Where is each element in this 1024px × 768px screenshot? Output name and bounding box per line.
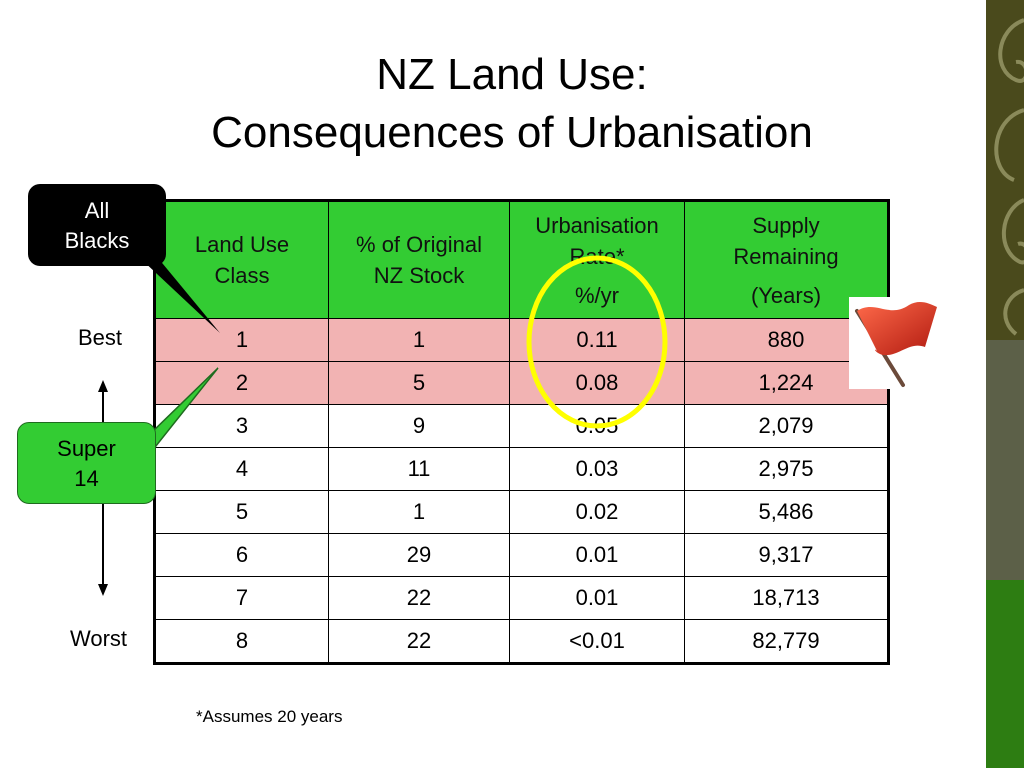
super14-callout: Super 14 <box>17 422 156 504</box>
cell-supply: 5,486 <box>684 490 889 534</box>
header-land-use-class: Land Use Class <box>154 200 329 319</box>
table-row: 4 11 0.03 2,975 <box>154 447 889 491</box>
cell-supply: 82,779 <box>684 619 889 664</box>
header-urbanisation-rate: Urbanisation Rate* %/yr <box>509 200 685 319</box>
table-header-row: Land Use Class % of Original NZ Stock Ur… <box>154 200 889 319</box>
strip-mid <box>986 340 1024 580</box>
strip-top <box>986 0 1024 340</box>
cell-stock: 9 <box>328 404 510 448</box>
header-label: % of Original NZ Stock <box>356 232 482 288</box>
footnote: *Assumes 20 years <box>196 707 343 726</box>
table-row: 1 1 0.11 880 <box>154 318 889 362</box>
cell-rate: 0.05 <box>509 404 685 448</box>
cell-class: 2 <box>154 361 329 405</box>
cell-rate: 0.02 <box>509 490 685 534</box>
koru-pattern-icon <box>994 18 1024 336</box>
table-row: 7 22 0.01 18,713 <box>154 576 889 620</box>
table-row: 3 9 0.05 2,079 <box>154 404 889 448</box>
cell-supply: 2,079 <box>684 404 889 448</box>
cell-class: 4 <box>154 447 329 491</box>
cell-rate: 0.11 <box>509 318 685 362</box>
header-supply-remaining: Supply Remaining (Years) <box>684 200 889 319</box>
table-row: 6 29 0.01 9,317 <box>154 533 889 577</box>
cell-stock: 11 <box>328 447 510 491</box>
header-original-stock: % of Original NZ Stock <box>328 200 510 319</box>
callout-line: Super <box>57 436 116 461</box>
cell-class: 6 <box>154 533 329 577</box>
cell-stock: 1 <box>328 490 510 534</box>
table-row: 5 1 0.02 5,486 <box>154 490 889 534</box>
cell-supply: 18,713 <box>684 576 889 620</box>
land-use-table: Land Use Class % of Original NZ Stock Ur… <box>153 199 890 665</box>
cell-class: 5 <box>154 490 329 534</box>
callout-line: Blacks <box>64 228 130 253</box>
cell-rate: 0.01 <box>509 533 685 577</box>
header-sub-label: %/yr <box>575 283 619 308</box>
cell-rate: 0.03 <box>509 447 685 491</box>
cell-stock: 1 <box>328 318 510 362</box>
cell-class: 1 <box>154 318 329 362</box>
red-flag-icon <box>849 297 941 389</box>
callout-line: All <box>84 198 110 223</box>
table-row: 8 22 <0.01 82,779 <box>154 619 889 664</box>
cell-rate: 0.01 <box>509 576 685 620</box>
best-label: Best <box>78 325 123 350</box>
decorative-strip <box>986 0 1024 768</box>
cell-rate: 0.08 <box>509 361 685 405</box>
header-label: Supply Remaining <box>733 213 839 269</box>
cell-rate: <0.01 <box>509 619 685 664</box>
cell-class: 8 <box>154 619 329 664</box>
table-row: 2 5 0.08 1,224 <box>154 361 889 405</box>
header-label: Urbanisation Rate* <box>535 213 659 269</box>
cell-supply: 2,975 <box>684 447 889 491</box>
header-sub-label: (Years) <box>750 283 822 308</box>
cell-class: 3 <box>154 404 329 448</box>
cell-stock: 5 <box>328 361 510 405</box>
cell-supply: 880 <box>684 318 889 362</box>
callout-line: 14 <box>74 466 99 491</box>
cell-class: 7 <box>154 576 329 620</box>
strip-bot <box>986 580 1024 768</box>
cell-stock: 22 <box>328 619 510 664</box>
title-line-2: Consequences of Urbanisation <box>211 108 813 157</box>
worst-label: Worst <box>70 626 128 651</box>
cell-stock: 29 <box>328 533 510 577</box>
title-line-1: NZ Land Use: <box>376 50 648 99</box>
cell-supply: 9,317 <box>684 533 889 577</box>
all-blacks-callout: All Blacks <box>28 184 166 266</box>
slide-title: NZ Land Use: Consequences of Urbanisatio… <box>0 46 1024 162</box>
cell-stock: 22 <box>328 576 510 620</box>
header-label: Land Use Class <box>194 232 290 288</box>
